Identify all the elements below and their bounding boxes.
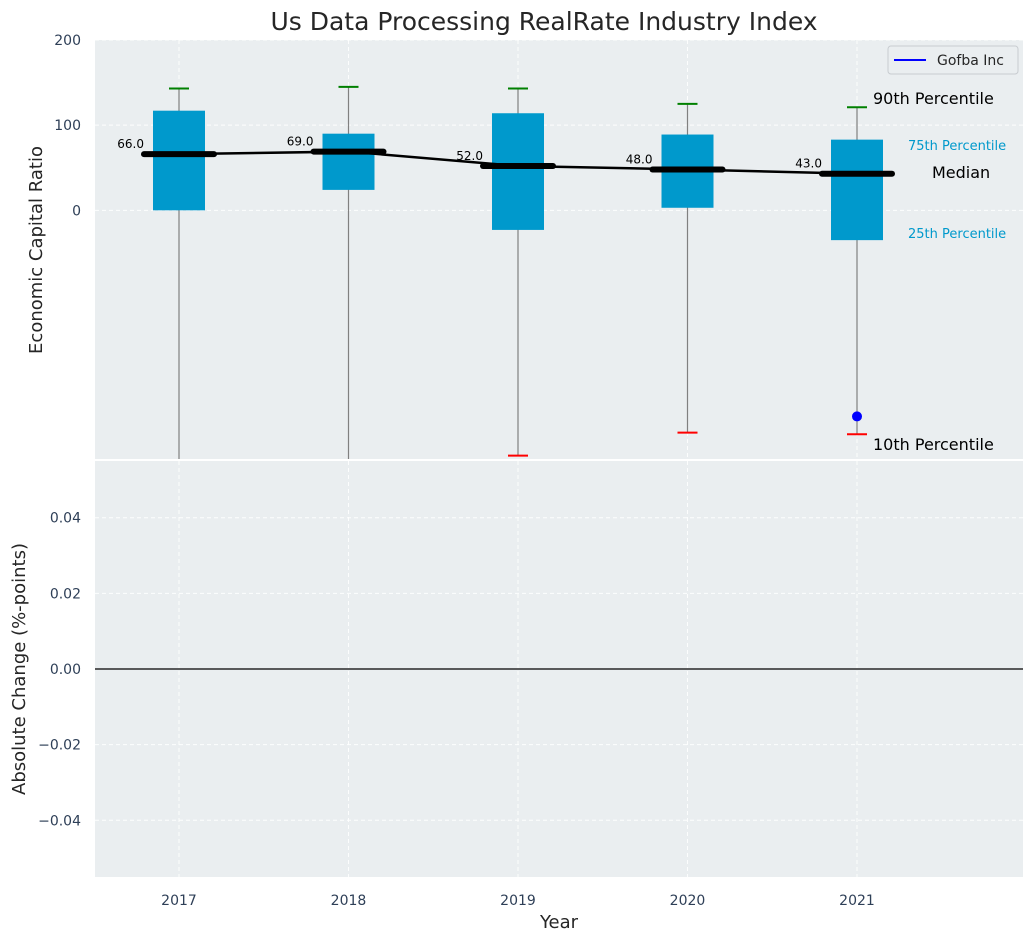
bottom-y-tick-label: 0.04 xyxy=(50,511,81,527)
bottom-y-tick-label: 0.00 xyxy=(50,662,81,678)
x-tick-label: 2021 xyxy=(839,893,875,909)
median-value-label: 48.0 xyxy=(626,152,653,166)
x-tick-label: 2017 xyxy=(161,893,197,909)
annotation-q1: 25th Percentile xyxy=(908,227,1006,242)
annotation-q3: 75th Percentile xyxy=(908,139,1006,154)
bottom-y-axis-label: Absolute Change (%-points) xyxy=(9,543,30,795)
legend: Gofba Inc xyxy=(887,45,1019,75)
bottom-y-tick-label: 0.02 xyxy=(50,586,81,602)
x-axis-ticks: 2017 2018 2019 2020 2021 xyxy=(161,893,875,909)
chart-title: Us Data Processing RealRate Industry Ind… xyxy=(270,7,817,36)
gofba-points xyxy=(852,411,862,422)
bottom-panel: −0.04 −0.02 0.00 0.02 0.04 Absolute Change (… xyxy=(9,461,1023,877)
median-value-label: 66.0 xyxy=(117,137,144,151)
annotation-p10: 10th Percentile xyxy=(873,435,994,454)
iqr-box xyxy=(831,139,883,241)
top-panel-background xyxy=(95,40,1023,459)
legend-entry-gofba: Gofba Inc xyxy=(937,53,1004,69)
top-y-ticks: 0 100 200 xyxy=(54,33,81,219)
median-value-labels: 66.0 69.0 52.0 48.0 43.0 xyxy=(117,135,822,171)
iqr-box xyxy=(153,110,205,211)
annotation-median: Median xyxy=(932,163,990,182)
top-y-tick-label: 0 xyxy=(72,203,81,219)
bottom-y-ticks: −0.04 −0.02 0.00 0.02 0.04 xyxy=(38,511,81,830)
median-value-label: 52.0 xyxy=(456,149,483,163)
bottom-y-tick-label: −0.02 xyxy=(38,738,81,754)
top-panel: 0 100 200 66.0 69.0 52.0 48.0 43.0 90th Percen… xyxy=(26,33,1023,459)
top-y-tick-label: 100 xyxy=(54,118,81,134)
median-value-label: 69.0 xyxy=(287,135,314,149)
legend-box xyxy=(887,45,1019,75)
bottom-y-tick-label: −0.04 xyxy=(38,813,81,829)
x-tick-label: 2020 xyxy=(670,893,706,909)
gofba-point xyxy=(852,411,862,422)
iqr-box xyxy=(492,113,544,230)
x-tick-label: 2019 xyxy=(500,893,536,909)
x-axis-label: Year xyxy=(539,912,579,933)
top-y-tick-label: 200 xyxy=(54,33,81,49)
median-trend-polyline xyxy=(178,150,858,175)
annotation-p90: 90th Percentile xyxy=(873,89,994,108)
x-tick-label: 2018 xyxy=(331,893,367,909)
top-y-axis-label: Economic Capital Ratio xyxy=(26,146,47,354)
median-trend-line xyxy=(178,150,858,175)
median-value-label: 43.0 xyxy=(795,157,822,171)
iqr-box xyxy=(322,133,375,190)
